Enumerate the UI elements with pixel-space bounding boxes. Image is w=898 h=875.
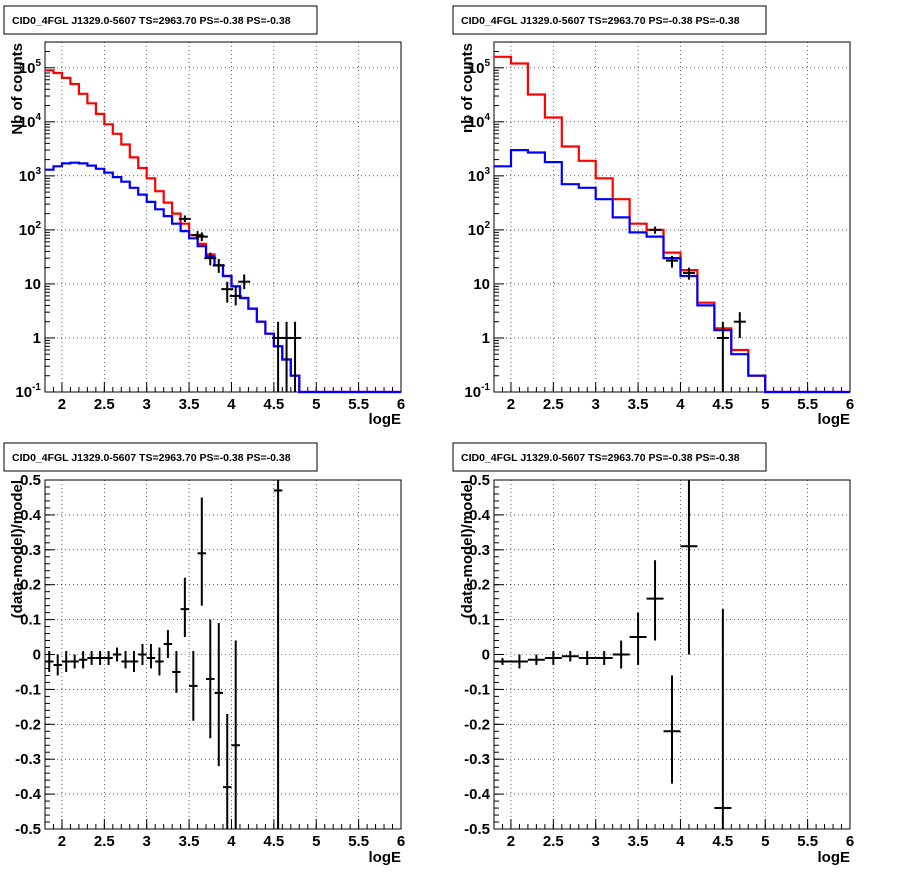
x-tick-label: 2 [58, 396, 66, 413]
title-box [452, 5, 767, 35]
y-tick-label: 103 [19, 166, 42, 185]
x-tick-label: 4.5 [712, 833, 733, 850]
x-tick-label: 4 [676, 396, 685, 413]
y-axis-label: nb of counts [459, 43, 476, 133]
x-tick-label: 3.5 [179, 396, 200, 413]
y-axis-label: (data-model)/model [459, 480, 476, 618]
panel-top-right: CID0_4FGL J1329.0-5607 TS=2963.70 PS=-0.… [452, 5, 854, 428]
y-tick-label: -0.2 [464, 716, 490, 733]
x-tick-label: 6 [846, 396, 854, 413]
x-tick-label: 2 [507, 396, 515, 413]
title-box [452, 442, 767, 472]
x-tick-label: 5.5 [797, 833, 818, 850]
x-tick-label: 5 [312, 833, 320, 850]
y-tick-label: 105 [468, 58, 491, 77]
x-tick-label: 2.5 [543, 833, 564, 850]
x-tick-label: 2 [58, 833, 66, 850]
x-axis-label: logE [818, 849, 851, 866]
x-tick-label: 4 [227, 833, 236, 850]
x-tick-label: 6 [397, 833, 405, 850]
y-tick-label: 0 [482, 647, 490, 664]
x-axis-label: logE [818, 411, 851, 428]
y-tick-label: 102 [19, 220, 42, 239]
chart-title: CID0_4FGL J1329.0-5607 TS=2963.70 PS=-0.… [461, 452, 740, 464]
x-tick-label: 3 [592, 833, 600, 850]
y-tick-label: -0.4 [15, 786, 42, 803]
y-tick-label: 105 [19, 58, 42, 77]
y-tick-label: 10 [473, 276, 490, 293]
x-tick-label: 4 [227, 396, 236, 413]
y-tick-label: 0 [33, 647, 41, 664]
y-tick-label: 0.4 [20, 507, 42, 524]
y-tick-label: 102 [468, 220, 491, 239]
chart-title: CID0_4FGL J1329.0-5607 TS=2963.70 PS=-0.… [461, 15, 740, 27]
y-tick-label: 1 [33, 330, 41, 347]
x-tick-label: 4.5 [712, 396, 733, 413]
x-tick-label: 6 [397, 396, 405, 413]
y-tick-label: 10 [24, 276, 41, 293]
x-tick-label: 6 [846, 833, 854, 850]
x-tick-label: 2.5 [94, 833, 115, 850]
x-tick-label: 5 [312, 396, 320, 413]
y-tick-label: 103 [468, 166, 491, 185]
y-tick-label: 0.5 [469, 472, 490, 489]
y-tick-label: 0.2 [20, 577, 41, 594]
y-tick-label: -0.1 [15, 681, 41, 698]
y-tick-label: 1 [482, 330, 490, 347]
x-tick-label: 4 [676, 833, 685, 850]
x-tick-label: 5 [761, 833, 769, 850]
panel-bottom-right: CID0_4FGL J1329.0-5607 TS=2963.70 PS=-0.… [452, 442, 854, 866]
panel-top-left: CID0_4FGL J1329.0-5607 TS=2963.70 PS=-0.… [3, 5, 405, 428]
y-tick-label: 104 [468, 112, 491, 131]
y-tick-label: -0.5 [464, 821, 490, 838]
y-tick-label: 0.5 [20, 472, 41, 489]
y-tick-label: -0.4 [464, 786, 491, 803]
title-box [3, 5, 318, 35]
y-tick-label: -0.3 [464, 751, 490, 768]
y-tick-label: 0.1 [20, 612, 41, 629]
x-tick-label: 5.5 [797, 396, 818, 413]
panel-bottom-left: CID0_4FGL J1329.0-5607 TS=2963.70 PS=-0.… [3, 442, 405, 866]
x-tick-label: 2.5 [94, 396, 115, 413]
x-tick-label: 4.5 [263, 833, 284, 850]
chart-title: CID0_4FGL J1329.0-5607 TS=2963.70 PS=-0.… [12, 15, 291, 27]
histogram-step-line [494, 149, 850, 394]
x-tick-label: 3.5 [179, 833, 200, 850]
y-tick-label: 104 [19, 112, 42, 131]
x-tick-label: 5 [761, 396, 769, 413]
y-tick-label: 0.3 [20, 542, 41, 559]
y-axis-label: Nb of counts [9, 43, 26, 135]
y-tick-label: -0.2 [15, 716, 41, 733]
y-tick-label: -0.5 [15, 821, 41, 838]
y-tick-label: -0.1 [464, 681, 490, 698]
x-tick-label: 4.5 [263, 396, 284, 413]
y-tick-label: 0.4 [469, 507, 491, 524]
x-tick-label: 2 [507, 833, 515, 850]
y-tick-label: 0.3 [469, 542, 490, 559]
x-tick-label: 3 [143, 396, 151, 413]
x-axis-label: logE [369, 849, 402, 866]
x-axis-label: logE [369, 411, 402, 428]
chart-title: CID0_4FGL J1329.0-5607 TS=2963.70 PS=-0.… [12, 452, 291, 464]
x-tick-label: 3.5 [628, 833, 649, 850]
x-tick-label: 5.5 [348, 396, 369, 413]
x-tick-label: 2.5 [543, 396, 564, 413]
y-tick-label: 10-1 [464, 382, 490, 401]
x-tick-label: 3 [592, 396, 600, 413]
y-tick-label: 10-1 [15, 382, 41, 401]
x-tick-label: 3 [143, 833, 151, 850]
x-tick-label: 5.5 [348, 833, 369, 850]
x-tick-label: 3.5 [628, 396, 649, 413]
histogram-step-line [45, 161, 401, 394]
y-axis-label: (data-model)/model [9, 480, 26, 618]
y-tick-label: 0.2 [469, 577, 490, 594]
y-tick-label: 0.1 [469, 612, 490, 629]
y-tick-label: -0.3 [15, 751, 41, 768]
title-box [3, 442, 318, 472]
